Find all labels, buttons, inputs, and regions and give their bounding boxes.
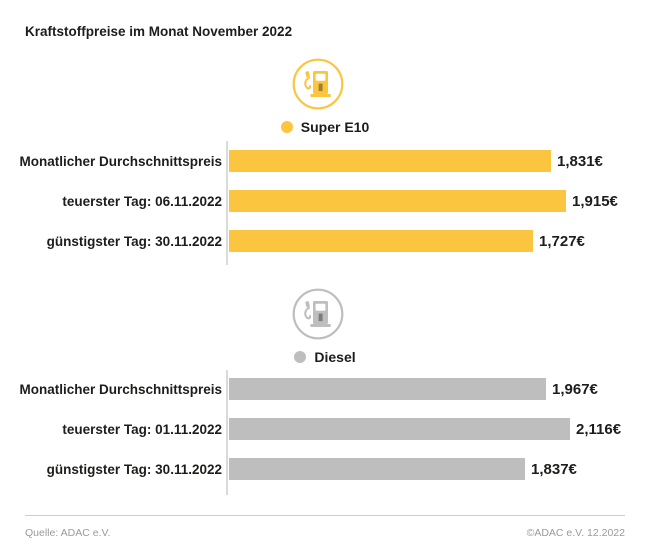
legend-dot-super-e10 — [280, 121, 293, 133]
footer-divider — [25, 515, 625, 516]
bar-diesel-cheapest-day — [229, 458, 525, 480]
legend-label-super-e10: Super E10 — [300, 119, 370, 135]
bar-value: 1,915€ — [572, 192, 618, 210]
bar-value: 1,831€ — [557, 152, 603, 170]
source-text: Quelle: ADAC e.V. — [25, 527, 111, 539]
fuel-pump-icon — [292, 288, 344, 340]
bar-super-e10-average — [229, 150, 551, 172]
category-label: günstigster Tag: 30.11.2022 — [46, 233, 222, 249]
bar-row-super-e10-cheapest-day: günstigster Tag: 30.11.2022 1,727€ — [0, 230, 585, 252]
bar-value: 1,837€ — [531, 460, 577, 478]
bar-diesel-most-expensive-day — [229, 418, 570, 440]
bar-row-diesel-most-expensive-day: teuerster Tag: 01.11.2022 2,116€ — [0, 418, 621, 440]
bar-row-super-e10-average: Monatlicher Durchschnittspreis 1,831€ — [0, 150, 603, 172]
bar-super-e10-cheapest-day — [229, 230, 533, 252]
bar-row-diesel-cheapest-day: günstigster Tag: 30.11.2022 1,837€ — [0, 458, 577, 480]
category-label: teuerster Tag: 01.11.2022 — [62, 421, 222, 437]
axis-line-diesel — [226, 370, 228, 495]
category-label: teuerster Tag: 06.11.2022 — [62, 193, 222, 209]
copyright-text: ©ADAC e.V. 12.2022 — [526, 527, 625, 539]
bar-row-super-e10-most-expensive-day: teuerster Tag: 06.11.2022 1,915€ — [0, 190, 618, 212]
bar-value: 1,727€ — [539, 232, 585, 250]
bar-row-diesel-average: Monatlicher Durchschnittspreis 1,967€ — [0, 378, 598, 400]
bar-diesel-average — [229, 378, 546, 400]
legend-diesel: Diesel — [0, 349, 650, 365]
page-title: Kraftstoffpreise im Monat November 2022 — [25, 24, 293, 39]
category-label: Monatlicher Durchschnittspreis — [19, 381, 222, 397]
bar-value: 1,967€ — [552, 380, 598, 398]
category-label: günstigster Tag: 30.11.2022 — [46, 461, 222, 477]
legend-super-e10: Super E10 — [0, 119, 650, 135]
fuel-pump-icon — [292, 58, 344, 110]
bar-value: 2,116€ — [576, 420, 622, 438]
legend-label-diesel: Diesel — [314, 349, 356, 365]
bar-super-e10-most-expensive-day — [229, 190, 566, 212]
legend-dot-diesel — [294, 351, 307, 363]
category-label: Monatlicher Durchschnittspreis — [19, 153, 222, 169]
axis-line-super-e10 — [226, 141, 228, 265]
